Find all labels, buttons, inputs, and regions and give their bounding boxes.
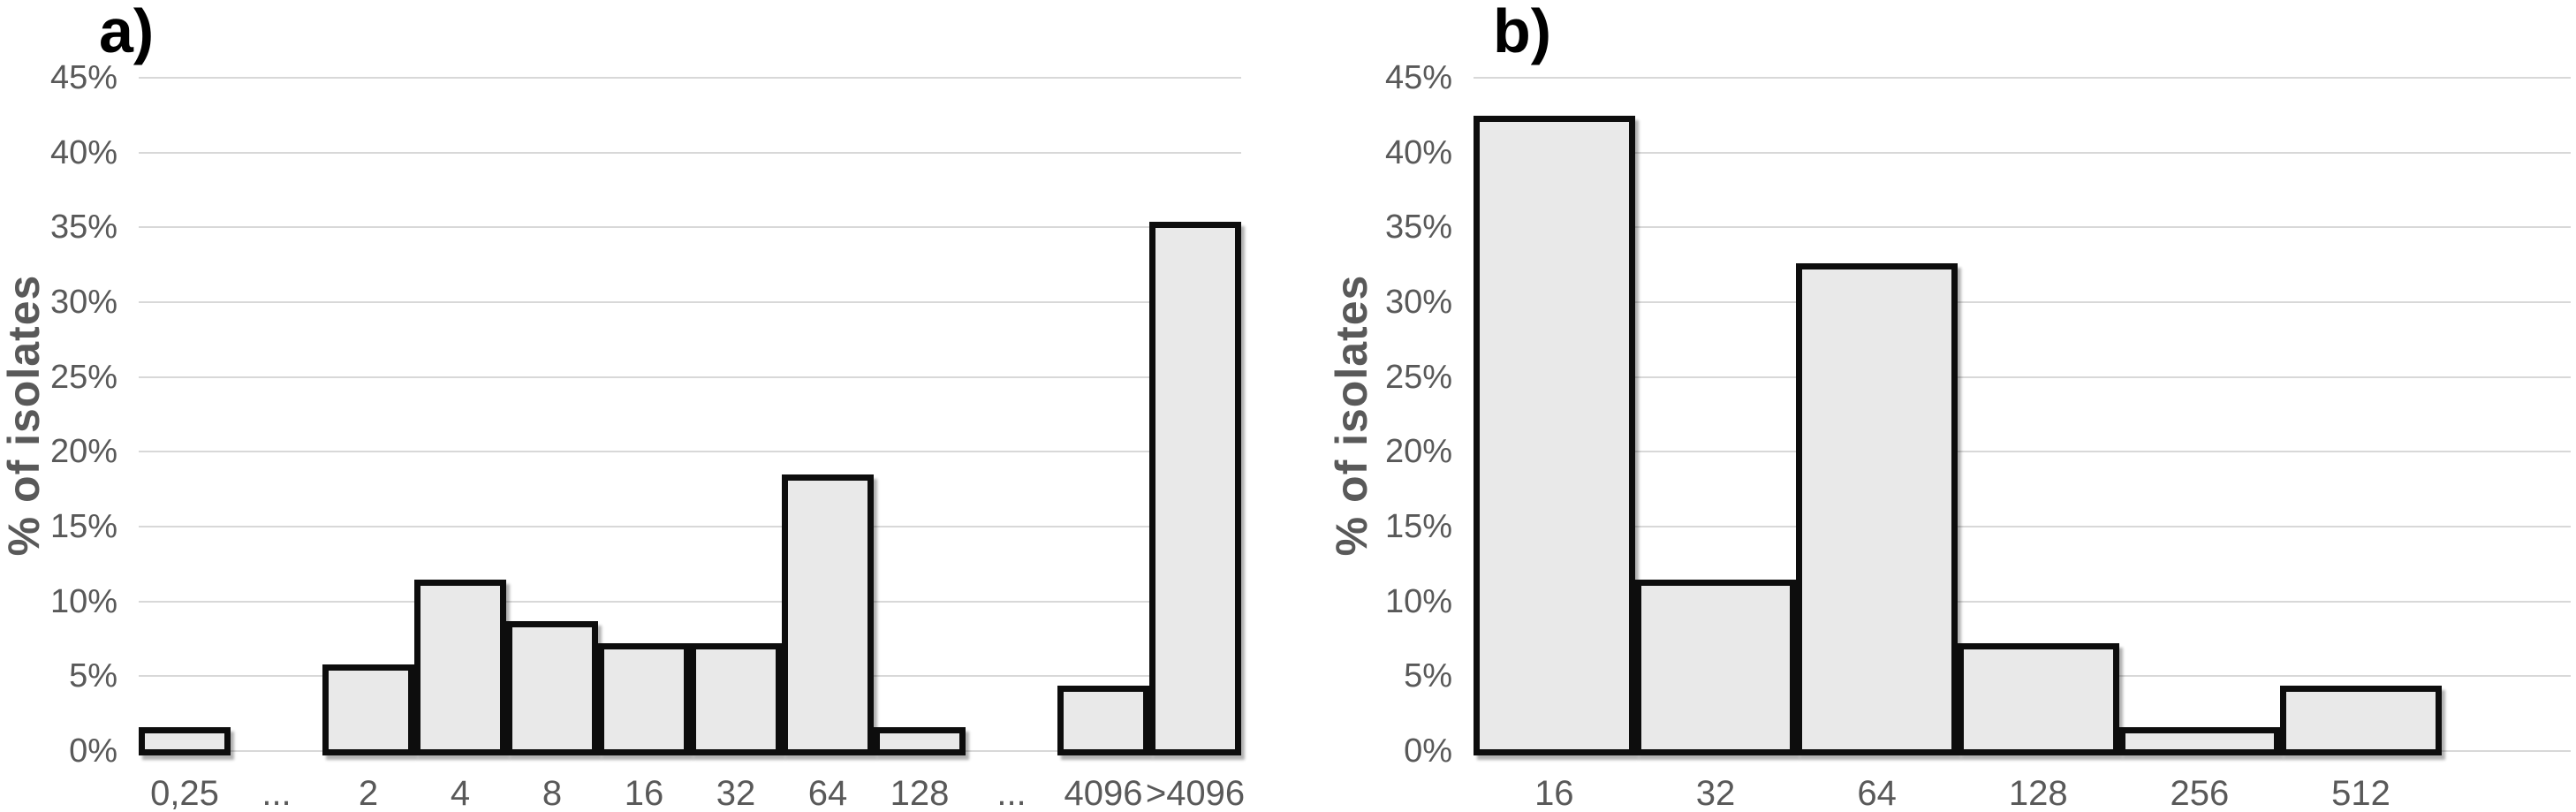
gridline — [139, 77, 1241, 79]
x-tick-label: ... — [996, 774, 1027, 812]
bar — [1634, 579, 1797, 755]
y-tick-label: 40% — [1384, 133, 1452, 171]
x-tick-label: 256 — [2170, 774, 2230, 812]
x-tick-label: 2 — [358, 774, 379, 812]
y-tick-label: 5% — [69, 657, 117, 695]
y-tick-label: 0% — [69, 732, 117, 770]
gridline — [139, 600, 1241, 603]
y-tick-label: 10% — [1384, 582, 1452, 620]
bar — [2118, 727, 2281, 755]
y-tick-label: 20% — [1384, 433, 1452, 471]
gridline — [139, 526, 1241, 527]
y-tick-label: 45% — [1384, 59, 1452, 96]
gridline — [1474, 451, 2571, 453]
bar — [782, 474, 874, 755]
x-tick-label: 512 — [2331, 774, 2390, 812]
x-tick-label: 128 — [2008, 774, 2068, 812]
x-tick-label: 16 — [624, 774, 664, 812]
gridline — [139, 301, 1241, 303]
y-tick-label: 30% — [1384, 284, 1452, 321]
y-tick-label: 35% — [49, 209, 117, 247]
gridline — [139, 451, 1241, 453]
bar — [1057, 685, 1149, 755]
x-tick-label: 32 — [1695, 774, 1736, 812]
y-tick-label: 35% — [1384, 209, 1452, 247]
gridline — [139, 151, 1241, 154]
y-tick-label: 0% — [1404, 732, 1452, 770]
y-tick-label: 30% — [49, 284, 117, 321]
y-tick-label: 45% — [49, 59, 117, 96]
x-tick-label: 0,25 — [150, 774, 219, 812]
bar — [598, 643, 690, 755]
gridline — [139, 376, 1241, 378]
bar — [414, 579, 506, 755]
bar — [139, 727, 231, 755]
x-tick-label: 128 — [890, 774, 950, 812]
bar — [1474, 115, 1635, 755]
x-tick-label: ... — [261, 774, 292, 812]
panel-label-b: b) — [1493, 0, 1552, 65]
y-tick-label: 20% — [49, 433, 117, 471]
x-tick-label: 4 — [450, 774, 471, 812]
x-tick-label: 16 — [1534, 774, 1574, 812]
y-tick-label: 10% — [49, 582, 117, 620]
bar — [1796, 263, 1958, 755]
x-tick-label: 64 — [1857, 774, 1897, 812]
gridline — [1474, 301, 2571, 303]
x-tick-label: >4096 — [1145, 774, 1246, 812]
bar — [506, 621, 598, 755]
x-tick-label: 64 — [807, 774, 848, 812]
bar — [1149, 221, 1241, 755]
bar — [1957, 643, 2119, 755]
gridline — [139, 226, 1241, 229]
y-tick-label: 25% — [49, 358, 117, 396]
gridline — [1474, 526, 2571, 527]
x-tick-label: 8 — [542, 774, 563, 812]
y-tick-label: 5% — [1404, 657, 1452, 695]
x-tick-label: 32 — [716, 774, 756, 812]
bar — [322, 664, 414, 755]
bar — [690, 643, 782, 755]
y-tick-label: 15% — [49, 508, 117, 545]
y-tick-label: 15% — [1384, 508, 1452, 545]
gridline — [1474, 600, 2571, 603]
x-tick-label: 4096 — [1064, 774, 1143, 812]
gridline — [1474, 226, 2571, 229]
bar — [874, 727, 966, 755]
bar — [2280, 685, 2442, 755]
gridline — [1474, 77, 2571, 79]
gridline — [1474, 151, 2571, 154]
gridline — [1474, 376, 2571, 378]
panel-label-a: a) — [99, 0, 155, 65]
y-tick-label: 25% — [1384, 358, 1452, 396]
y-tick-label: 40% — [49, 133, 117, 171]
